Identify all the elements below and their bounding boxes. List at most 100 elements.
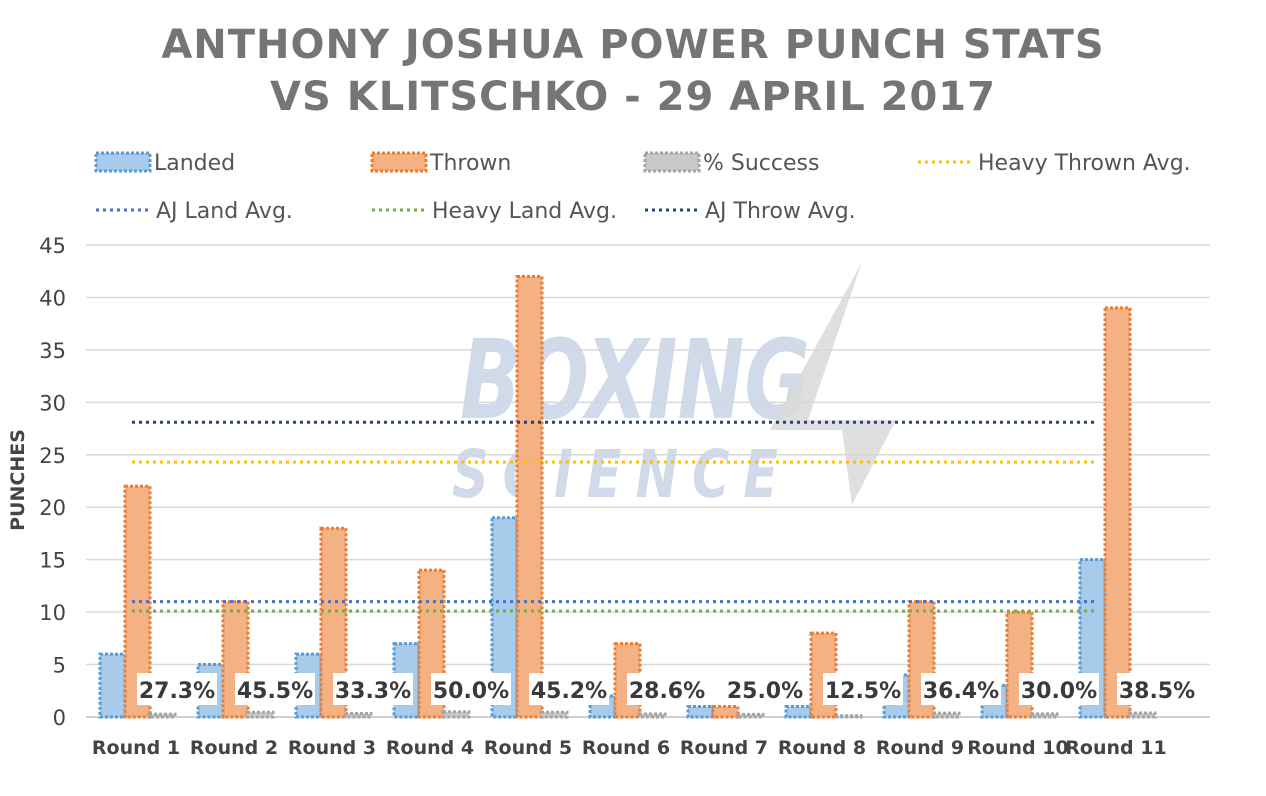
data-label-text: 45.2% — [531, 679, 607, 704]
data-label-text: 30.0% — [1021, 679, 1097, 704]
legend-label: % Success — [703, 151, 819, 176]
legend-label: Heavy Thrown Avg. — [978, 151, 1191, 176]
bar-pct-success — [1127, 711, 1157, 719]
legend-item-heavy-thrown-avg: Heavy Thrown Avg. — [918, 151, 1191, 176]
legend-item-pct-success: % Success — [643, 151, 819, 176]
x-tick-label: Round 8 — [778, 737, 866, 759]
data-label-text: 27.3% — [139, 679, 215, 704]
y-tick-label: 25 — [39, 444, 66, 468]
data-label: 45.5% — [235, 673, 315, 705]
bar-pct-success — [245, 710, 275, 719]
y-tick-label: 35 — [39, 339, 66, 363]
y-tick-label: 0 — [53, 706, 66, 730]
x-tick-label: Round 4 — [386, 737, 474, 759]
bar-thrown — [1103, 306, 1132, 719]
y-tick-label: 15 — [39, 549, 66, 573]
bar-pct-success — [931, 711, 961, 719]
y-tick-label: 45 — [39, 234, 66, 258]
bar-pct-success — [1029, 712, 1059, 719]
bar-group-round-7 — [686, 705, 765, 719]
data-label-text: 38.5% — [1119, 679, 1195, 704]
x-tick-label: Round 9 — [876, 737, 964, 759]
data-label-text: 45.5% — [237, 679, 313, 704]
x-tick-label: Round 3 — [288, 737, 376, 759]
data-label-text: 33.3% — [335, 679, 411, 704]
bar-thrown — [711, 705, 740, 719]
bar-pct-success — [539, 710, 569, 719]
data-label-bg — [431, 673, 511, 705]
bar-pct-success — [343, 712, 373, 719]
data-label: 38.5% — [1117, 673, 1197, 705]
legend-item-aj-throw-avg: AJ Throw Avg. — [645, 199, 856, 224]
data-label: 25.0% — [725, 673, 805, 705]
data-label-bg — [725, 673, 805, 705]
x-tick-label: Round 2 — [190, 737, 278, 759]
bar-pct-success — [735, 712, 765, 719]
data-label: 33.3% — [333, 673, 413, 705]
x-tick-label: Round 7 — [680, 737, 768, 759]
legend-swatch — [643, 151, 701, 173]
x-tick-label: Round 11 — [1065, 737, 1166, 759]
legend-swatch — [94, 151, 152, 173]
bars — [98, 274, 1157, 719]
data-label-text: 28.6% — [629, 679, 705, 704]
y-tick-label: 5 — [53, 654, 66, 678]
data-label-bg — [1019, 673, 1099, 705]
bar-pct-success — [147, 712, 177, 719]
data-label-bg — [235, 673, 315, 705]
legend-label: AJ Land Avg. — [156, 199, 293, 224]
bar-landed — [98, 652, 127, 719]
y-axis: PUNCHES 0 5 10 15 20 25 30 35 40 45 — [7, 234, 66, 730]
data-label-text: 12.5% — [825, 679, 901, 704]
data-label-bg — [529, 673, 609, 705]
data-label-bg — [333, 673, 413, 705]
data-label: 27.3% — [137, 673, 217, 705]
bar-landed — [784, 705, 813, 719]
data-label: 50.0% — [431, 673, 511, 705]
y-tick-label: 30 — [39, 391, 66, 415]
chart-title-line-1: ANTHONY JOSHUA POWER PUNCH STATS — [161, 22, 1104, 68]
legend-label: Heavy Land Avg. — [432, 199, 617, 224]
data-label-bg — [1117, 673, 1197, 705]
bar-pct-success — [833, 714, 863, 719]
x-tick-label: Round 10 — [967, 737, 1068, 759]
legend-item-thrown: Thrown — [370, 151, 511, 176]
data-labels: 27.3% 45.5% 33.3% 50.0% 45.2% 28.6% 25.0% 12.5%… — [137, 673, 1197, 705]
bar-pct-success — [637, 712, 667, 719]
legend: Landed Thrown % Success Heavy Thrown Avg. AJ… — [94, 151, 1191, 224]
watermark-line-1: BOXING — [460, 316, 810, 444]
data-label: 45.2% — [529, 673, 609, 705]
bar-thrown — [515, 274, 544, 719]
watermark-line-2: SCIENCE — [452, 436, 792, 513]
data-label-bg — [627, 673, 707, 705]
data-label-bg — [823, 673, 903, 705]
data-label: 30.0% — [1019, 673, 1099, 705]
y-axis-label: PUNCHES — [7, 429, 29, 531]
bar-pct-success — [441, 710, 471, 719]
chart-title: ANTHONY JOSHUA POWER PUNCH STATS VS KLIT… — [161, 22, 1104, 120]
data-label-text: 25.0% — [727, 679, 803, 704]
x-tick-label: Round 5 — [484, 737, 572, 759]
bar-group-round-11 — [1078, 306, 1157, 719]
data-label-bg — [137, 673, 217, 705]
legend-label: AJ Throw Avg. — [705, 199, 856, 224]
data-label: 36.4% — [921, 673, 1001, 705]
data-label-text: 36.4% — [923, 679, 999, 704]
y-tick-label: 10 — [39, 601, 66, 625]
bar-group-round-5 — [490, 274, 569, 719]
legend-label: Thrown — [429, 151, 511, 176]
x-tick-label: Round 1 — [92, 737, 180, 759]
x-axis: Round 1 Round 2 Round 3 Round 4 Round 5 Round… — [92, 737, 1167, 759]
legend-label: Landed — [154, 151, 235, 176]
legend-item-landed: Landed — [94, 151, 235, 176]
data-label: 28.6% — [627, 673, 707, 705]
data-label-bg — [921, 673, 1001, 705]
watermark-bolt-icon — [770, 262, 896, 505]
bar-landed — [686, 705, 715, 719]
data-label-text: 50.0% — [433, 679, 509, 704]
data-label: 12.5% — [823, 673, 903, 705]
legend-swatch — [370, 151, 428, 173]
chart-title-line-2: VS KLITSCHKO - 29 APRIL 2017 — [270, 74, 996, 120]
x-tick-label: Round 6 — [582, 737, 670, 759]
